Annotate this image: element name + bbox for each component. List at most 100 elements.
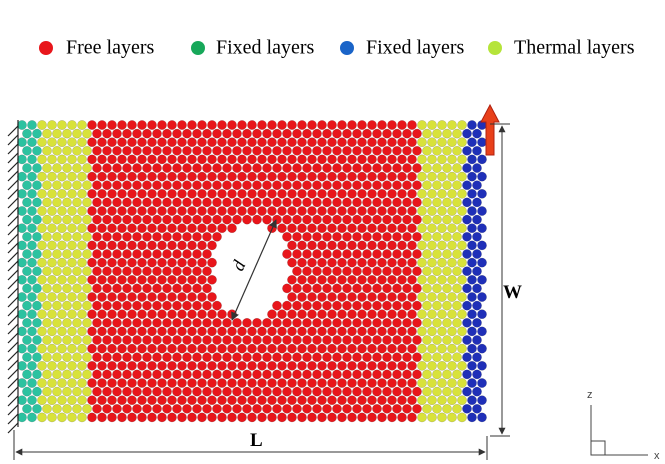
atom bbox=[352, 353, 361, 362]
atom bbox=[427, 361, 436, 370]
atom bbox=[307, 275, 316, 284]
atom bbox=[282, 318, 291, 327]
atom bbox=[432, 301, 441, 310]
atom bbox=[177, 275, 186, 284]
atom bbox=[42, 232, 51, 241]
atom bbox=[462, 198, 471, 207]
atom bbox=[127, 361, 136, 370]
atom bbox=[367, 224, 376, 233]
atom bbox=[207, 120, 216, 129]
atom bbox=[212, 146, 221, 155]
atom bbox=[377, 206, 386, 215]
atom bbox=[397, 206, 406, 215]
atom bbox=[327, 310, 336, 319]
atom bbox=[287, 275, 296, 284]
atom bbox=[382, 267, 391, 276]
atom bbox=[157, 396, 166, 405]
atom bbox=[297, 258, 306, 267]
atom bbox=[162, 129, 171, 138]
atom bbox=[77, 396, 86, 405]
atom bbox=[277, 155, 286, 164]
atom bbox=[22, 146, 31, 155]
atom bbox=[252, 198, 261, 207]
atom bbox=[102, 284, 111, 293]
atom bbox=[362, 387, 371, 396]
atom bbox=[122, 129, 131, 138]
atom bbox=[112, 370, 121, 379]
atom bbox=[407, 413, 416, 422]
atom bbox=[462, 163, 471, 172]
atom bbox=[462, 146, 471, 155]
atom bbox=[57, 189, 66, 198]
fixed-wall bbox=[8, 120, 18, 433]
atom bbox=[102, 267, 111, 276]
atom bbox=[92, 318, 101, 327]
atom bbox=[312, 215, 321, 224]
atom bbox=[382, 370, 391, 379]
atom bbox=[407, 275, 416, 284]
atom bbox=[147, 224, 156, 233]
atom bbox=[217, 224, 226, 233]
atom bbox=[427, 120, 436, 129]
atom bbox=[352, 198, 361, 207]
atom bbox=[347, 206, 356, 215]
atom bbox=[357, 241, 366, 250]
atom bbox=[282, 301, 291, 310]
atom bbox=[107, 413, 116, 422]
atom bbox=[357, 378, 366, 387]
atom bbox=[22, 318, 31, 327]
atom bbox=[102, 404, 111, 413]
atom bbox=[302, 146, 311, 155]
atom bbox=[447, 396, 456, 405]
atom bbox=[32, 215, 41, 224]
atom bbox=[102, 198, 111, 207]
atom bbox=[417, 258, 426, 267]
atom bbox=[167, 206, 176, 215]
atom bbox=[372, 318, 381, 327]
atom bbox=[442, 163, 451, 172]
atom bbox=[332, 163, 341, 172]
atom bbox=[192, 215, 201, 224]
atom bbox=[187, 310, 196, 319]
atom bbox=[297, 344, 306, 353]
atom bbox=[222, 387, 231, 396]
atom bbox=[457, 378, 466, 387]
atom bbox=[342, 215, 351, 224]
atom bbox=[262, 353, 271, 362]
atom bbox=[337, 206, 346, 215]
atom bbox=[432, 129, 441, 138]
atom bbox=[17, 413, 26, 422]
atom bbox=[332, 198, 341, 207]
atom bbox=[87, 241, 96, 250]
atom bbox=[322, 146, 331, 155]
atom bbox=[217, 138, 226, 147]
atom bbox=[457, 327, 466, 336]
atom bbox=[232, 318, 241, 327]
atom bbox=[477, 275, 486, 284]
atom bbox=[452, 146, 461, 155]
atom bbox=[362, 353, 371, 362]
axis-label: z bbox=[587, 389, 593, 401]
atom bbox=[182, 249, 191, 258]
atom bbox=[87, 361, 96, 370]
atom bbox=[32, 387, 41, 396]
atom bbox=[472, 370, 481, 379]
atom bbox=[182, 215, 191, 224]
atom bbox=[367, 327, 376, 336]
atom bbox=[342, 249, 351, 258]
atom bbox=[187, 258, 196, 267]
atom bbox=[397, 189, 406, 198]
atom bbox=[262, 215, 271, 224]
atom bbox=[322, 318, 331, 327]
atom bbox=[347, 413, 356, 422]
atom bbox=[442, 232, 451, 241]
atom bbox=[317, 155, 326, 164]
atom bbox=[77, 310, 86, 319]
atom bbox=[152, 181, 161, 190]
atom bbox=[292, 163, 301, 172]
atom bbox=[67, 327, 76, 336]
atom bbox=[177, 258, 186, 267]
atom bbox=[407, 241, 416, 250]
atom bbox=[347, 258, 356, 267]
atom bbox=[397, 413, 406, 422]
